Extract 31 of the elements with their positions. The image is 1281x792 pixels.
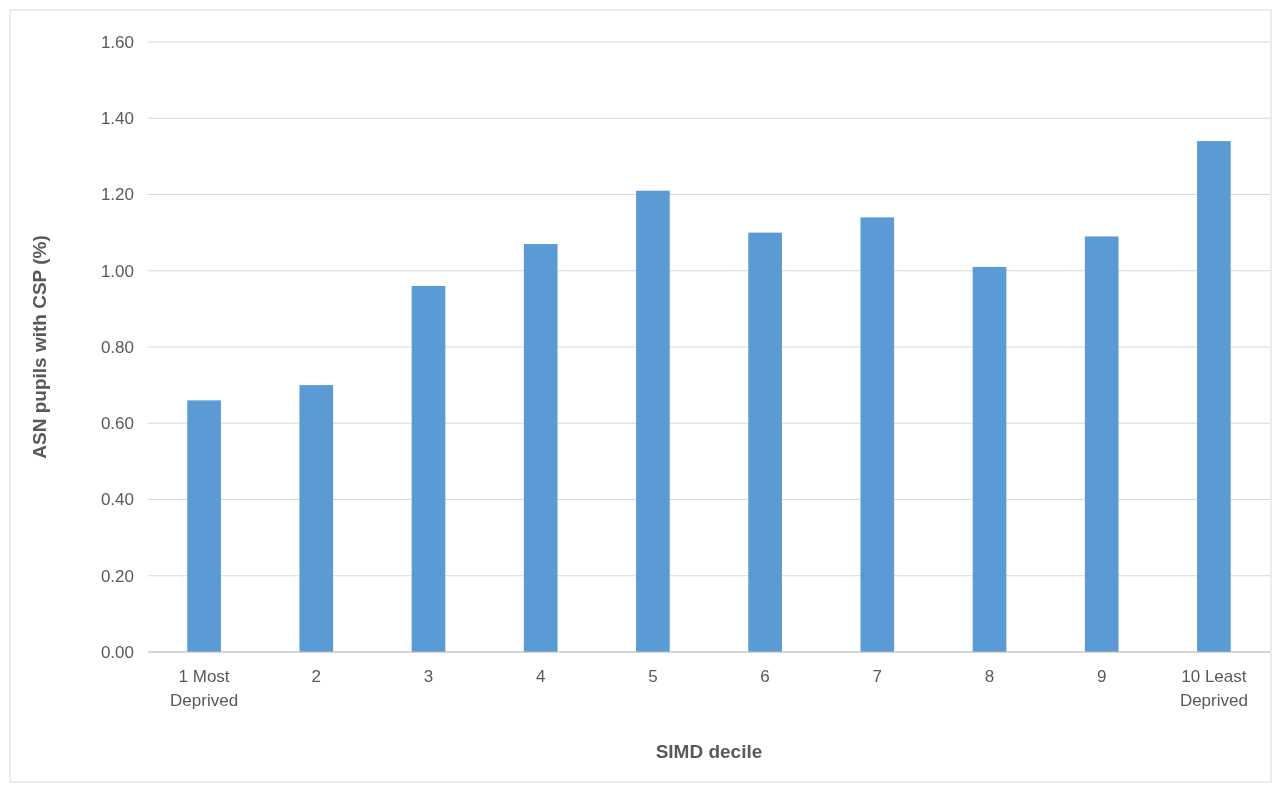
bar — [1197, 141, 1231, 652]
bar — [636, 190, 670, 652]
x-axis-title: SIMD decile — [655, 741, 763, 762]
bar — [299, 385, 334, 652]
x-tick-label: 9 — [1096, 667, 1107, 686]
x-tick-label: 3 — [423, 667, 434, 686]
x-tick-label: 10 Least Deprived — [1179, 667, 1248, 710]
bar — [411, 286, 446, 652]
bar — [748, 232, 782, 652]
bar — [972, 266, 1007, 652]
bar — [1084, 236, 1119, 652]
x-tick-label: 2 — [311, 667, 322, 686]
y-tick-label: 1.40 — [100, 109, 134, 129]
x-tick-label: 6 — [760, 667, 770, 686]
y-tick-label: 0.20 — [100, 566, 134, 586]
y-tick-label: 1.60 — [100, 32, 134, 52]
y-tick-label: 1.00 — [100, 261, 134, 281]
x-tick-label: 4 — [535, 667, 546, 686]
bar — [523, 244, 558, 652]
y-tick-label: 0.80 — [100, 337, 134, 357]
x-tick-label: 1 Most Deprived — [170, 667, 239, 710]
x-tick-label: 7 — [872, 667, 883, 686]
y-tick-label: 0.60 — [100, 414, 134, 434]
y-tick-label: 0.00 — [100, 642, 134, 662]
bar — [860, 217, 895, 652]
y-tick-label: 1.20 — [100, 185, 134, 205]
x-tick-label: 8 — [984, 667, 995, 686]
y-tick-label: 0.40 — [100, 490, 134, 510]
bar — [187, 400, 221, 652]
y-axis-title: ASN pupils with CSP (%) — [29, 235, 50, 459]
x-tick-label: 5 — [648, 667, 658, 686]
